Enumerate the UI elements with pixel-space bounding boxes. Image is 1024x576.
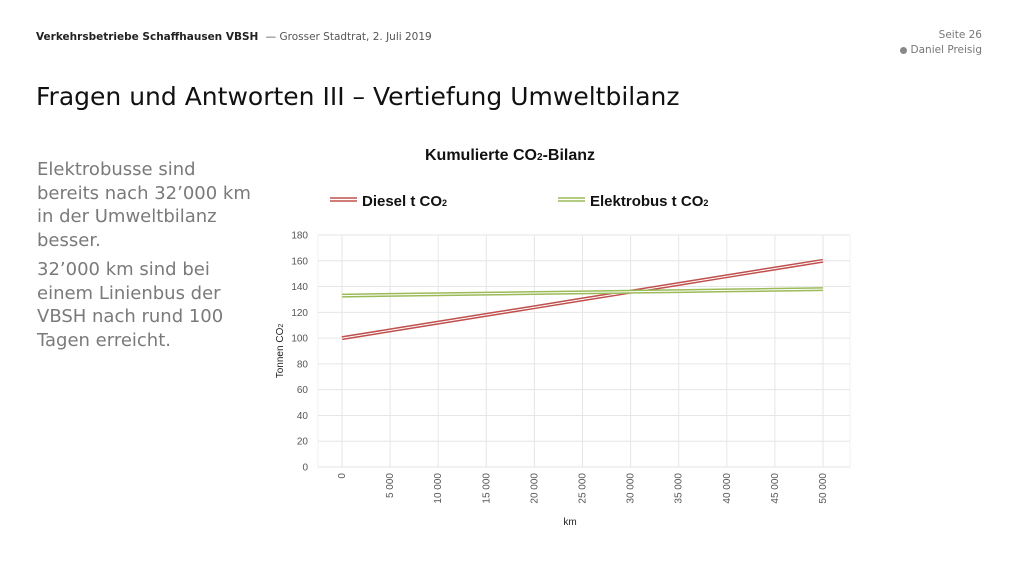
y-tick-label: 140 <box>291 282 308 293</box>
header-subtitle: — Grosser Stadtrat, 2. Juli 2019 <box>265 31 432 43</box>
x-tick-label: 0 <box>337 473 348 479</box>
x-tick-label: 20 000 <box>529 473 540 504</box>
x-tick-label: 15 000 <box>481 473 492 504</box>
y-tick-label: 120 <box>291 308 308 319</box>
x-axis-label: km <box>563 517 576 528</box>
x-tick-label: 40 000 <box>722 473 733 504</box>
body-text: Elektrobusse sind bereits nach 32’000 km… <box>37 158 257 358</box>
series-line-inner <box>341 288 824 297</box>
header-right: Seite 26 Daniel Preisig <box>899 28 982 58</box>
x-tick-label: 10 000 <box>433 473 444 504</box>
series-line-inner <box>341 260 824 339</box>
speaker-icon <box>899 46 907 54</box>
organization-name: Verkehrsbetriebe Schaffhausen VBSH <box>36 31 259 43</box>
y-tick-label: 40 <box>297 411 309 422</box>
author-line: Daniel Preisig <box>899 43 982 58</box>
x-tick-label: 30 000 <box>626 473 637 504</box>
slide-title: Fragen und Antworten III – Vertiefung Um… <box>36 82 680 111</box>
y-tick-label: 60 <box>297 385 309 396</box>
x-tick-label: 5 000 <box>385 473 396 498</box>
header-left: Verkehrsbetriebe Schaffhausen VBSH — Gro… <box>36 31 432 43</box>
legend-label: Diesel t CO2 <box>362 193 447 210</box>
x-tick-label: 35 000 <box>674 473 685 504</box>
author-name: Daniel Preisig <box>910 44 982 56</box>
y-tick-label: 160 <box>291 256 308 267</box>
legend-label: Elektrobus t CO2 <box>590 193 708 210</box>
y-tick-label: 20 <box>297 437 309 448</box>
y-tick-label: 180 <box>291 231 308 242</box>
y-tick-label: 80 <box>297 359 309 370</box>
paragraph-2: 32’000 km sind bei einem Linienbus der V… <box>37 259 224 351</box>
chart-title: Kumulierte CO2-Bilanz <box>425 147 595 164</box>
paragraph-1: Elektrobusse sind bereits nach 32’000 km… <box>37 159 251 251</box>
plot-area <box>317 234 851 468</box>
page-number: Seite 26 <box>938 29 982 41</box>
x-tick-label: 45 000 <box>770 473 781 504</box>
y-tick-label: 0 <box>302 463 308 474</box>
x-tick-label: 50 000 <box>818 473 829 504</box>
y-axis-label: Tonnen CO2 <box>275 324 286 379</box>
co2-chart: Kumulierte CO2-Bilanz Diesel t CO2 Elektro… <box>275 147 851 528</box>
x-tick-label: 25 000 <box>578 473 589 504</box>
y-tick-label: 100 <box>291 334 308 345</box>
